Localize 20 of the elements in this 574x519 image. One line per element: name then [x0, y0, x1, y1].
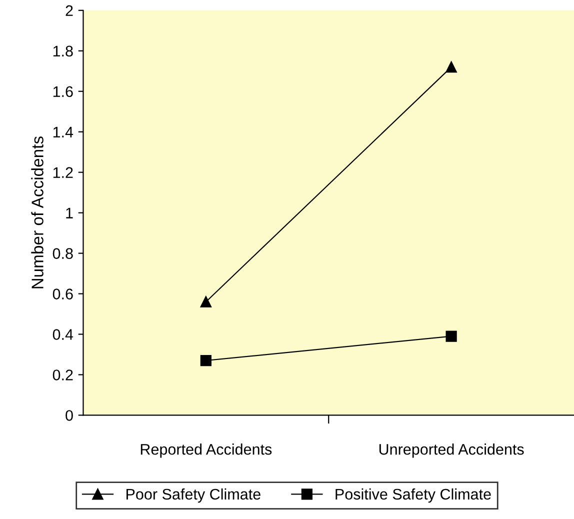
y-tick-label: 1 [66, 208, 73, 218]
point [446, 62, 457, 73]
point [446, 330, 457, 342]
y-tick-label: 0.6 [52, 288, 73, 300]
point [200, 354, 212, 366]
y-tick-label: 1.4 [53, 126, 74, 138]
y-tick-label: 1.8 [53, 46, 73, 57]
y-tick-label: 0.2 [52, 370, 73, 380]
y-tick-label: 2 [66, 5, 73, 16]
legend-label: Poor Safety Climate [126, 488, 260, 503]
x-tick-label: Reported Accidents [140, 444, 272, 458]
legend-label: Positive Safety Climate [336, 488, 491, 503]
x-tick-label: Unreported Accidents [379, 444, 524, 458]
point [200, 296, 212, 308]
y-tick-label: 1.2 [53, 167, 73, 178]
y-tick-label: 0.4 [52, 329, 74, 340]
y-tick-label: 1.6 [53, 86, 73, 98]
y-tick-label: 0.8 [52, 248, 73, 259]
y-tick-label: 0 [66, 410, 73, 421]
y-axis-title: Number of Accidents [31, 136, 44, 288]
